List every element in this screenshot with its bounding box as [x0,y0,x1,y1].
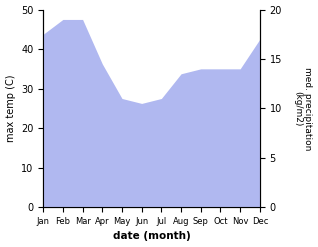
X-axis label: date (month): date (month) [113,231,190,242]
Y-axis label: max temp (C): max temp (C) [5,75,16,142]
Y-axis label: med. precipitation
(kg/m2): med. precipitation (kg/m2) [293,67,313,150]
